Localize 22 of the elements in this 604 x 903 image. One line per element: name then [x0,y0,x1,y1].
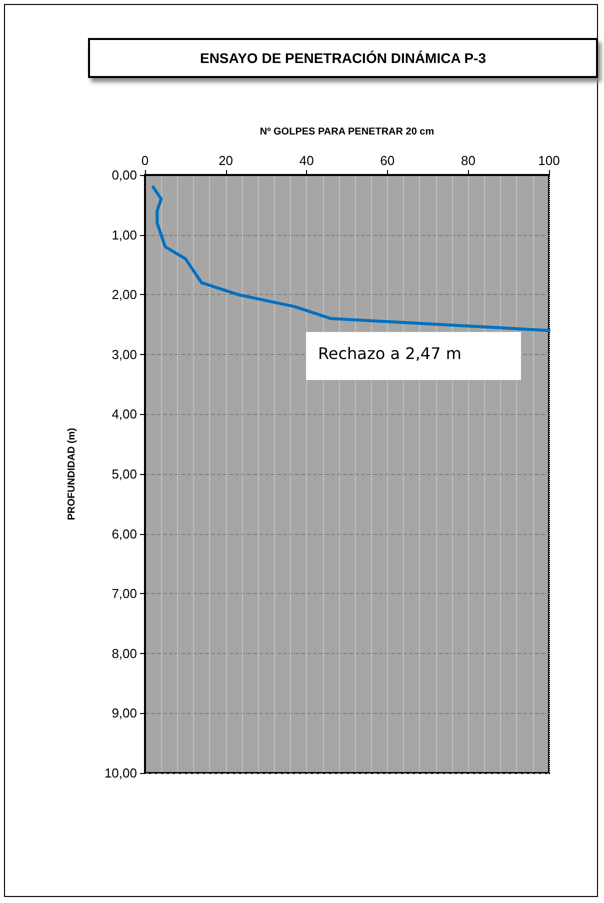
y-tick-label: 6,00 [112,526,137,542]
y-tick-label: 8,00 [112,646,137,661]
y-tick-label: 5,00 [112,466,137,482]
note-box: Rechazo a 2,47 m [306,332,521,380]
y-axis-title: PROFUNDIDAD (m) [66,428,78,520]
x-tick-label: 20 [218,153,234,168]
chart-title: ENSAYO DE PENETRACIÓN DINÁMICA P-3 [88,38,598,78]
x-tick-label: 100 [538,153,560,168]
y-tick-label: 1,00 [112,227,137,242]
y-tick-label: 9,00 [112,706,137,721]
x-tick-label: 60 [380,153,395,168]
x-tick-label: 0 [141,153,149,168]
y-tick-label: 0,00 [112,168,137,182]
x-axis-title: Nº GOLPES PARA PENETRAR 20 cm [260,126,434,138]
y-tick-label: 2,00 [112,287,137,302]
y-tick-label: 4,00 [112,406,137,422]
x-tick-label: 40 [299,153,314,168]
y-tick-label: 7,00 [112,586,137,602]
y-tick-label: 10,00 [104,766,137,780]
y-tick-label: 3,00 [112,346,137,362]
x-tick-label: 80 [460,153,476,168]
line-series [152,185,550,332]
